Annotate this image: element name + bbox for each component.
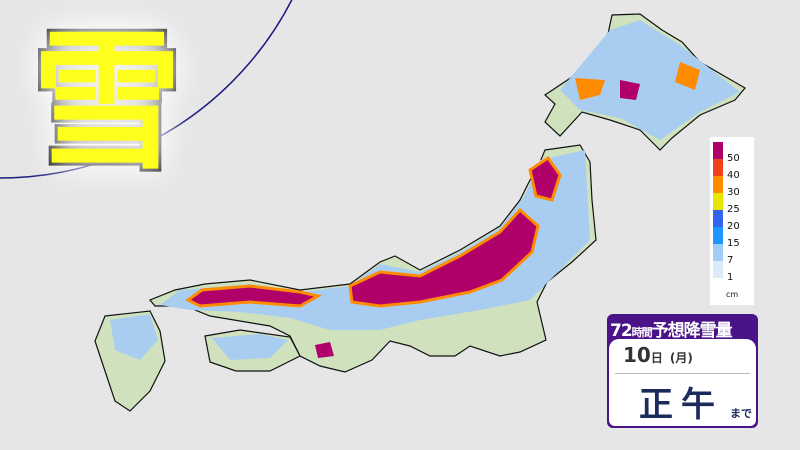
legend-swatch-1: [713, 261, 723, 278]
light-snow-areas: [110, 20, 740, 360]
forecast-date: 10日 (月): [623, 343, 693, 367]
legend-swatch-15: [713, 227, 723, 244]
until-label: まで: [730, 407, 752, 420]
legend-label: 15: [727, 238, 740, 249]
legend-label: 25: [727, 204, 740, 215]
forecast-header: 72時間予想降雪量: [610, 316, 733, 341]
day-unit: 日: [650, 351, 663, 365]
legend-swatch-40: [713, 159, 723, 176]
day-value: 10: [623, 343, 651, 367]
legend-label: 40: [727, 170, 740, 181]
legend-color-bar: [713, 142, 723, 278]
legend-swatch-20: [713, 210, 723, 227]
legend-label: 7: [727, 255, 734, 266]
snow-title-character: 雪: [29, 16, 185, 190]
legend-label: 20: [727, 221, 740, 232]
legend-label: 1: [727, 272, 734, 283]
heavy-snow-areas: [185, 62, 700, 358]
forecast-time: 正午: [639, 385, 723, 425]
forecast-period: 10日 (月) 正午 まで: [609, 339, 756, 426]
legend-unit: cm: [726, 290, 739, 299]
legend-swatch-25: [713, 193, 723, 210]
legend-swatch-7: [713, 244, 723, 261]
hours-value: 72: [610, 321, 633, 341]
snowfall-legend: 50 40 30 25 20 15 7 1 cm: [710, 137, 754, 305]
legend-label: 50: [727, 153, 740, 164]
honshu: [149, 144, 597, 373]
legend-label: 30: [727, 187, 740, 198]
weekday: (月): [669, 351, 693, 365]
divider: [615, 373, 750, 374]
hours-unit: 時間: [631, 326, 653, 339]
legend-swatch-50: [713, 142, 723, 159]
forecast-info-box: 72時間予想降雪量 10日 (月) 正午 まで: [607, 314, 758, 428]
legend-swatch-30: [713, 176, 723, 193]
forecast-label: 予想降雪量: [651, 321, 733, 341]
